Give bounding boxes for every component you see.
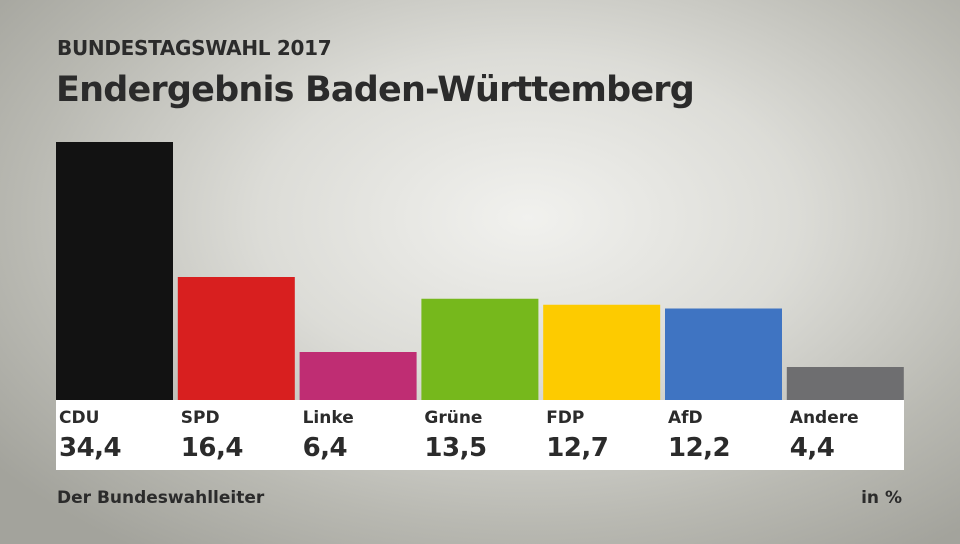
value-label: 12,2 [668, 433, 731, 463]
category-label: Linke [302, 408, 354, 428]
bar-fdp [543, 304, 661, 400]
value-label: 4,4 [789, 433, 835, 463]
bar-afd [665, 308, 782, 400]
value-label: 34,4 [59, 433, 122, 463]
value-label: 16,4 [180, 433, 244, 463]
bar-grüne [421, 298, 539, 400]
category-label: CDU [59, 408, 100, 428]
bar-andere [786, 367, 904, 400]
bar-cdu [56, 142, 173, 400]
category-label: AfD [668, 408, 703, 428]
bar-linke [299, 352, 417, 400]
unit-label: in % [861, 488, 902, 508]
chart-title: Endergebnis Baden-Württemberg [56, 70, 695, 110]
value-label: 12,7 [546, 433, 609, 463]
category-label: FDP [546, 408, 585, 428]
value-label: 13,5 [424, 433, 487, 463]
category-label: SPD [180, 408, 220, 428]
source-label: Der Bundeswahlleiter [57, 488, 265, 508]
value-label: 6,4 [302, 433, 348, 463]
category-label: Grüne [424, 408, 483, 428]
category-label: Andere [789, 408, 859, 428]
label-panel: CDU 34,4 SPD 16,4 Linke 6,4 Grüne 13,5 FDP 12,7 Af… [56, 400, 904, 470]
bar-spd [177, 277, 295, 400]
chart-supertitle: BUNDESTAGSWAHL 2017 [57, 36, 332, 60]
